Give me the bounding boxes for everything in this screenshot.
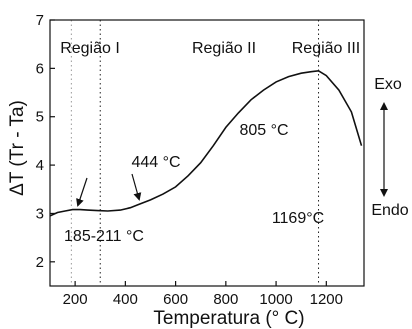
y-axis-label: ΔT (Tr - Ta) <box>7 100 28 196</box>
y-tick-label: 4 <box>36 157 44 174</box>
y-tick-label: 6 <box>36 60 44 77</box>
pointer-arrow-185 <box>76 177 88 207</box>
region-ii-label: Região II <box>192 40 256 57</box>
x-axis-label: Temperatura (° C) <box>153 308 304 329</box>
x-tick-label: 400 <box>113 291 138 308</box>
x-tick-label: 200 <box>63 291 88 308</box>
x-tick-label: 1200 <box>310 291 343 308</box>
annotation-805: 805 °C <box>239 122 288 139</box>
y-tick-label: 3 <box>36 205 44 222</box>
annotation-1169: 1169°C <box>272 210 324 227</box>
pointer-arrow-444 <box>131 173 142 201</box>
region-i-label: Região I <box>60 40 120 57</box>
endo-label: Endo <box>371 202 408 219</box>
y-axis-ticks: 2 3 4 5 6 7 <box>36 12 55 271</box>
plot-frame <box>49 19 365 287</box>
y-tick-label: 5 <box>36 109 44 126</box>
series-line <box>49 69 363 217</box>
x-tick-label: 800 <box>213 291 238 308</box>
x-axis-ticks: 200 400 600 800 1000 1200 <box>63 281 343 308</box>
x-tick-label: 600 <box>163 291 188 308</box>
annotation-444: 444 °C <box>131 154 180 171</box>
region-iii-label: Região III <box>292 40 360 57</box>
y-tick-label: 7 <box>36 12 44 29</box>
exo-label: Exo <box>374 76 402 93</box>
y-tick-label: 2 <box>36 254 44 271</box>
x-tick-label: 1000 <box>259 291 292 308</box>
region-boundary-lines <box>70 20 320 286</box>
annotation-185-211: 185-211 °C <box>64 228 144 245</box>
